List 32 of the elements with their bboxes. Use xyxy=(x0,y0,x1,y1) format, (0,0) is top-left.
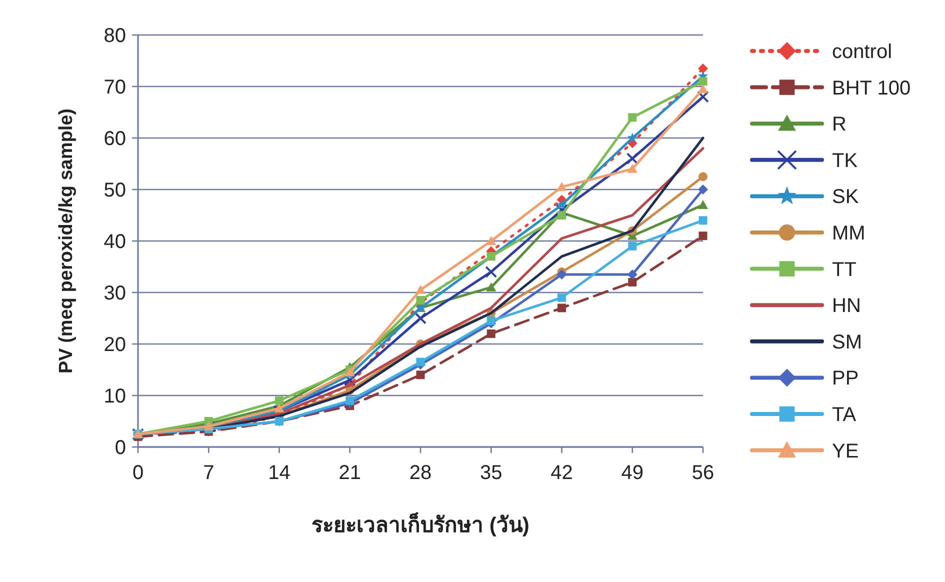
legend-label: TT xyxy=(832,258,856,281)
legend-label: control xyxy=(832,41,892,63)
legend-label: SM xyxy=(832,331,862,354)
y-tick-label: 50 xyxy=(104,180,126,202)
x-tick-label: 21 xyxy=(338,462,361,484)
x-tick-label: 28 xyxy=(409,462,432,484)
legend-label: BHT 100 xyxy=(832,77,911,100)
legend-label: YE xyxy=(832,440,859,462)
y-tick-label: 60 xyxy=(104,128,126,150)
y-tick-label: 20 xyxy=(104,334,126,356)
legend-label: MM xyxy=(832,222,866,244)
legend-label: TK xyxy=(832,150,858,172)
y-tick-label: 80 xyxy=(104,25,126,47)
x-tick-label: 56 xyxy=(692,462,714,484)
x-tick-label: 42 xyxy=(550,462,573,484)
y-tick-label: 30 xyxy=(104,282,126,304)
legend-label: HN xyxy=(832,295,861,318)
x-tick-label: 0 xyxy=(132,462,144,484)
legend-label: TA xyxy=(832,404,857,426)
y-axis-title: PV (meq peroxide/kg sample) xyxy=(56,108,77,374)
x-axis-title: ระยะเวลาเก็บรักษา (วัน) xyxy=(312,511,530,537)
y-tick-label: 70 xyxy=(104,76,126,98)
y-tick-label: 40 xyxy=(104,231,126,253)
y-tick-label: 10 xyxy=(104,386,126,408)
x-tick-label: 14 xyxy=(268,462,290,484)
legend-label: R xyxy=(832,114,846,136)
x-tick-label: 49 xyxy=(621,462,644,484)
legend-label: PP xyxy=(832,368,859,390)
legend-label: SK xyxy=(832,186,860,208)
x-tick-label: 7 xyxy=(203,462,214,484)
x-tick-label: 35 xyxy=(480,462,502,484)
y-tick-label: 0 xyxy=(114,437,126,459)
